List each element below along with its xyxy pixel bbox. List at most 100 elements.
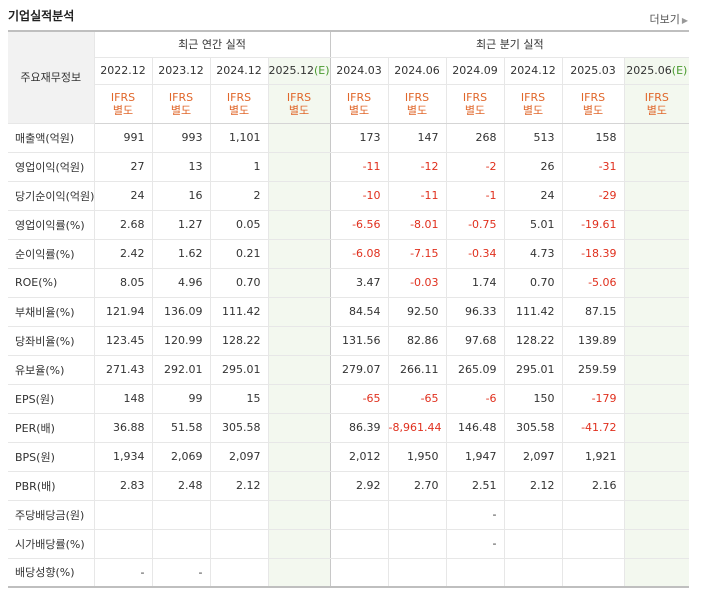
table-cell	[151, 499, 210, 530]
period-label: 2023.12	[158, 64, 204, 77]
table-cell: -179	[561, 383, 625, 414]
more-label: 더보기	[649, 13, 680, 26]
table-cell: 173	[329, 123, 389, 153]
period-label: 2025.03	[570, 64, 616, 77]
table-cell: 27	[93, 152, 152, 182]
table-cell	[387, 499, 447, 530]
table-cell: 16	[151, 181, 210, 211]
period-header: 2024.12	[503, 57, 563, 85]
table-cell: -	[445, 529, 505, 559]
ifrs-line2: 별도	[646, 103, 667, 117]
table-cell: -7.15	[387, 239, 447, 269]
table-cell: -6.56	[329, 209, 389, 240]
table-cell	[267, 471, 331, 501]
ifrs-line1: IFRS	[404, 90, 430, 104]
table-cell: 2,097	[209, 442, 268, 472]
table-cell: 121.94	[93, 296, 152, 327]
period-header: 2025.03	[561, 57, 625, 85]
table-cell: 266.11	[387, 355, 447, 385]
table-cell	[623, 239, 690, 269]
table-cell: -11	[387, 181, 447, 211]
table-cell: 1,934	[93, 442, 152, 472]
table-cell: -6.08	[329, 239, 389, 269]
table-row: 순이익률(%) 2.42 1.62 0.21 -6.08 -7.15 -0.34 4.73 -1…	[8, 239, 690, 269]
table-cell	[623, 442, 690, 472]
ifrs-line1: IFRS	[462, 90, 488, 104]
table-cell	[623, 152, 690, 182]
ifrs-line1: IFRS	[286, 90, 312, 104]
row-label: 당좌비율(%)	[8, 326, 94, 356]
table-cell: 513	[503, 123, 563, 153]
ifrs-line2: 별도	[522, 103, 544, 117]
table-cell: 123.45	[93, 326, 152, 356]
ifrs-line2: 별도	[228, 103, 250, 117]
ifrs-line2: 별도	[348, 103, 370, 117]
ifrs-line1: IFRS	[110, 90, 136, 104]
table-cell: 1,921	[561, 442, 625, 472]
ifrs-label: IFRS 별도	[151, 84, 210, 124]
ifrs-label: IFRS 별도	[329, 84, 389, 124]
table-row: 당기순이익(억원) 24 16 2 -10 -11 -1 24 -29	[8, 181, 690, 211]
table-cell	[267, 558, 331, 588]
table-cell	[151, 529, 210, 559]
table-cell	[267, 529, 331, 559]
row-label: 부채비율(%)	[8, 296, 94, 327]
table-cell: 87.15	[561, 296, 625, 327]
ifrs-label: IFRS 별도	[387, 84, 447, 124]
ifrs-line1: IFRS	[346, 90, 372, 104]
table-cell	[561, 499, 625, 530]
table-cell: 4.96	[151, 268, 210, 298]
table-body: 매출액(억원) 991 993 1,101 173 147 268 513 158 영업이익(억원…	[8, 123, 690, 588]
table-cell	[209, 529, 268, 559]
table-row: BPS(원) 1,934 2,069 2,097 2,012 1,950 1,947 2,09…	[8, 442, 690, 472]
table-cell: 111.42	[209, 296, 268, 327]
table-cell: 15	[209, 383, 268, 414]
row-label: PER(배)	[8, 413, 94, 443]
row-label: BPS(원)	[8, 442, 94, 472]
table-cell	[267, 181, 331, 211]
table-cell	[623, 471, 690, 501]
table-cell: 1.27	[151, 209, 210, 240]
row-label: 영업이익(억원)	[8, 152, 94, 182]
ifrs-line1: IFRS	[226, 90, 252, 104]
ifrs-line2: 별도	[582, 103, 604, 117]
row-label: 매출액(억원)	[8, 123, 94, 153]
more-link[interactable]: 더보기 ▶	[649, 11, 688, 27]
table-cell: 131.56	[329, 326, 389, 356]
table-cell	[503, 529, 563, 559]
table-cell: 82.86	[387, 326, 447, 356]
table-cell: -0.34	[445, 239, 505, 269]
table-cell: 259.59	[561, 355, 625, 385]
period-label: 2024.09	[452, 64, 498, 77]
table-cell: -12	[387, 152, 447, 182]
section-title: 기업실적분석	[8, 9, 75, 23]
table-cell	[623, 355, 690, 385]
ifrs-label: IFRS 별도	[93, 84, 152, 124]
table-cell: 2.68	[93, 209, 152, 240]
table-cell	[623, 558, 690, 588]
table-cell	[623, 181, 690, 211]
table-cell	[267, 268, 331, 298]
table-cell: -10	[329, 181, 389, 211]
table-row: ROE(%) 8.05 4.96 0.70 3.47 -0.03 1.74 0.70 -5.06	[8, 268, 690, 298]
table-row: EPS(원) 148 99 15 -65 -65 -6 150 -179	[8, 383, 690, 414]
ifrs-line1: IFRS	[168, 90, 194, 104]
row-label: 배당성향(%)	[8, 558, 94, 588]
table-cell: -5.06	[561, 268, 625, 298]
table-cell	[623, 499, 690, 530]
table-cell	[329, 529, 389, 559]
table-cell: 0.70	[503, 268, 563, 298]
table-cell: 1,950	[387, 442, 447, 472]
ifrs-label: IFRS 별도	[623, 84, 690, 124]
table-cell: 993	[151, 123, 210, 153]
table-cell: 128.22	[503, 326, 563, 356]
table-cell: 150	[503, 383, 563, 414]
ifrs-line2: 별도	[112, 103, 134, 117]
table-cell: 26	[503, 152, 563, 182]
table-cell: 84.54	[329, 296, 389, 327]
row-label: 순이익률(%)	[8, 239, 94, 269]
table-cell: 305.58	[209, 413, 268, 443]
row-label: 영업이익률(%)	[8, 209, 94, 240]
table-row: 시가배당률(%) -	[8, 529, 690, 559]
table-cell: 305.58	[503, 413, 563, 443]
